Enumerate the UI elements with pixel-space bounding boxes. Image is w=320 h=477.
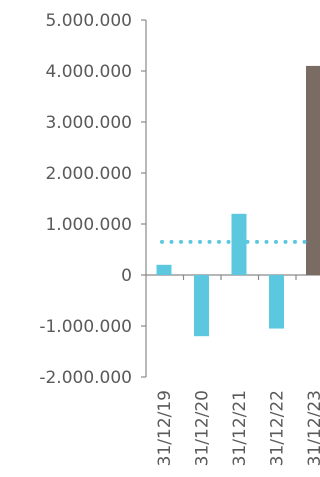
bars xyxy=(156,65,320,337)
bar-31-12-20 xyxy=(194,275,209,337)
x-category-label: 31/12/20 xyxy=(193,390,213,466)
bar-31-12-22 xyxy=(269,275,284,329)
bar-31-12-19 xyxy=(156,264,172,275)
y-tick-label: 3.000.000 xyxy=(45,113,132,133)
x-category-label: 31/12/22 xyxy=(268,390,288,466)
y-tick-label: 1.000.000 xyxy=(45,215,132,235)
x-category-label: 31/12/19 xyxy=(155,390,175,466)
x-axis-labels: 31/12/19 31/12/20 31/12/21 31/12/22 31/12/23 xyxy=(155,390,320,466)
bar-31-12-21 xyxy=(231,213,247,275)
y-tick-label: 0 xyxy=(121,266,132,286)
y-tick-label: -1.000.000 xyxy=(39,317,132,337)
x-category-label: 31/12/23 xyxy=(305,390,320,466)
y-tick-label: 4.000.000 xyxy=(45,62,132,82)
y-tick-label: -2.000.000 xyxy=(39,368,132,388)
y-axis: 5.000.000 4.000.000 3.000.000 2.000.000 1.00… xyxy=(39,11,320,388)
bar-31-12-23 xyxy=(306,65,320,276)
x-category-label: 31/12/21 xyxy=(230,390,250,466)
y-tick-label: 2.000.000 xyxy=(45,164,132,184)
y-tick-label: 5.000.000 xyxy=(45,11,132,31)
